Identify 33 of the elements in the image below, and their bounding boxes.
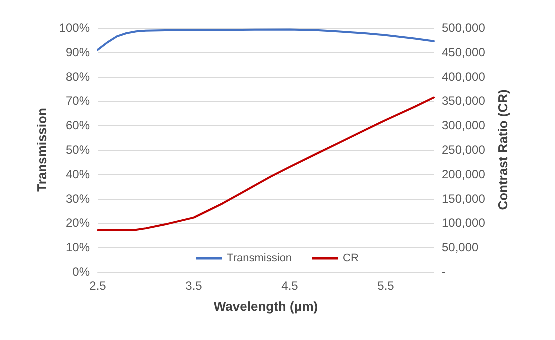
y-tick-label: 80% (66, 70, 90, 84)
y2-tick-label: 50,000 (442, 240, 480, 255)
y-tick-label: 50% (66, 143, 90, 157)
y-tick-label: 30% (66, 192, 90, 206)
y2-tick-label: - (442, 265, 446, 279)
y-tick-label: 70% (66, 94, 90, 108)
y2-tick-label: 400,000 (442, 70, 486, 84)
y2-axis-title: Contrast Ratio (CR) (495, 90, 510, 210)
x-axis-title: Wavelength (μm) (214, 299, 318, 314)
y-tick-label: 90% (66, 45, 90, 60)
y2-tick-label: 100,000 (442, 216, 486, 230)
y2-tick-label: 150,000 (442, 192, 486, 206)
y-tick-label: 100% (59, 21, 90, 35)
x-tick-label: 5.5 (378, 279, 395, 293)
y2-tick-label: 450,000 (442, 45, 486, 60)
y2-tick-label: 250,000 (442, 143, 486, 157)
legend-label: CR (343, 252, 359, 264)
y2-tick-label: 200,000 (442, 167, 486, 182)
y-axis-title: Transmission (34, 108, 50, 192)
x-tick-label: 3.5 (186, 279, 203, 293)
y2-tick-label: 350,000 (442, 94, 486, 108)
y-tick-label: 40% (66, 167, 90, 182)
y2-tick-label: 500,000 (442, 21, 486, 35)
y2-tick-label: 300,000 (442, 118, 486, 133)
y-tick-label: 60% (66, 118, 90, 133)
legend-label: Transmission (227, 252, 292, 264)
x-tick-label: 2.5 (90, 279, 107, 293)
line-series (97, 96, 435, 232)
y-tick-label: 20% (66, 216, 90, 230)
y-tick-label: 10% (66, 240, 90, 255)
line-series (97, 28, 435, 51)
x-tick-label: 4.5 (282, 279, 299, 293)
y-tick-label: 0% (72, 265, 90, 279)
